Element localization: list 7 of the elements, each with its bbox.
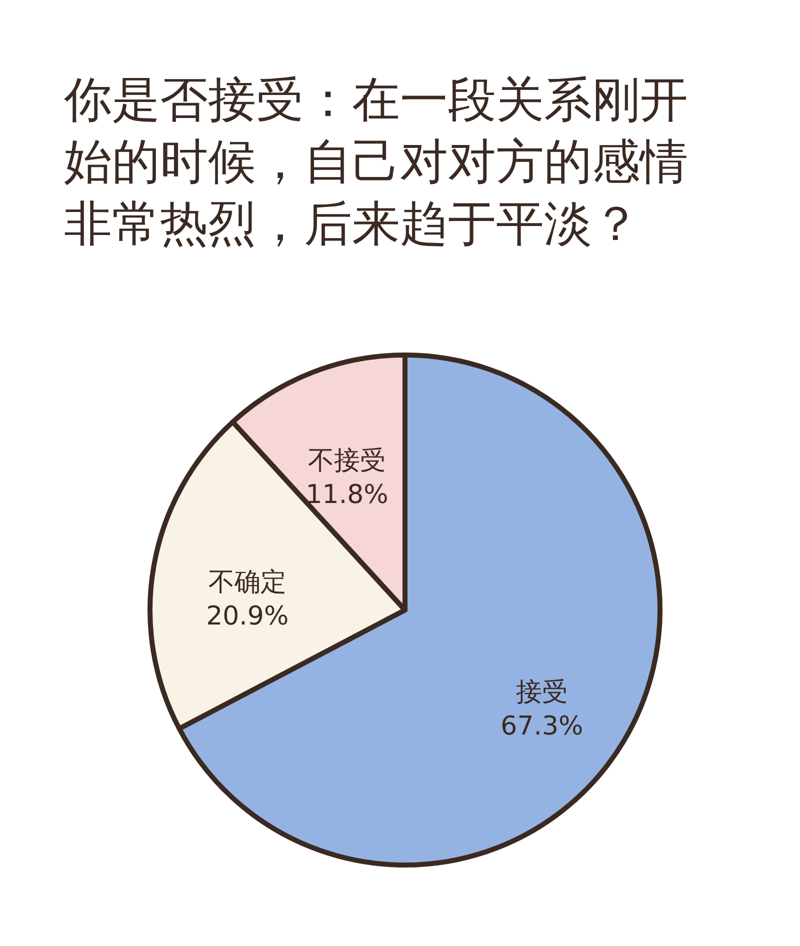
- slice-label: 不接受: [308, 446, 386, 476]
- slice-label: 不确定: [208, 567, 286, 598]
- data-label: 67.3%: [500, 712, 584, 742]
- chart-title: 你是否接受：在一段关系刚开始的时候，自己对对方的感情非常热烈，后来趋于平淡？: [63, 72, 688, 252]
- slice-label: 接受: [516, 678, 568, 708]
- data-label: 11.8%: [306, 480, 388, 510]
- data-label: 20.9%: [206, 601, 289, 632]
